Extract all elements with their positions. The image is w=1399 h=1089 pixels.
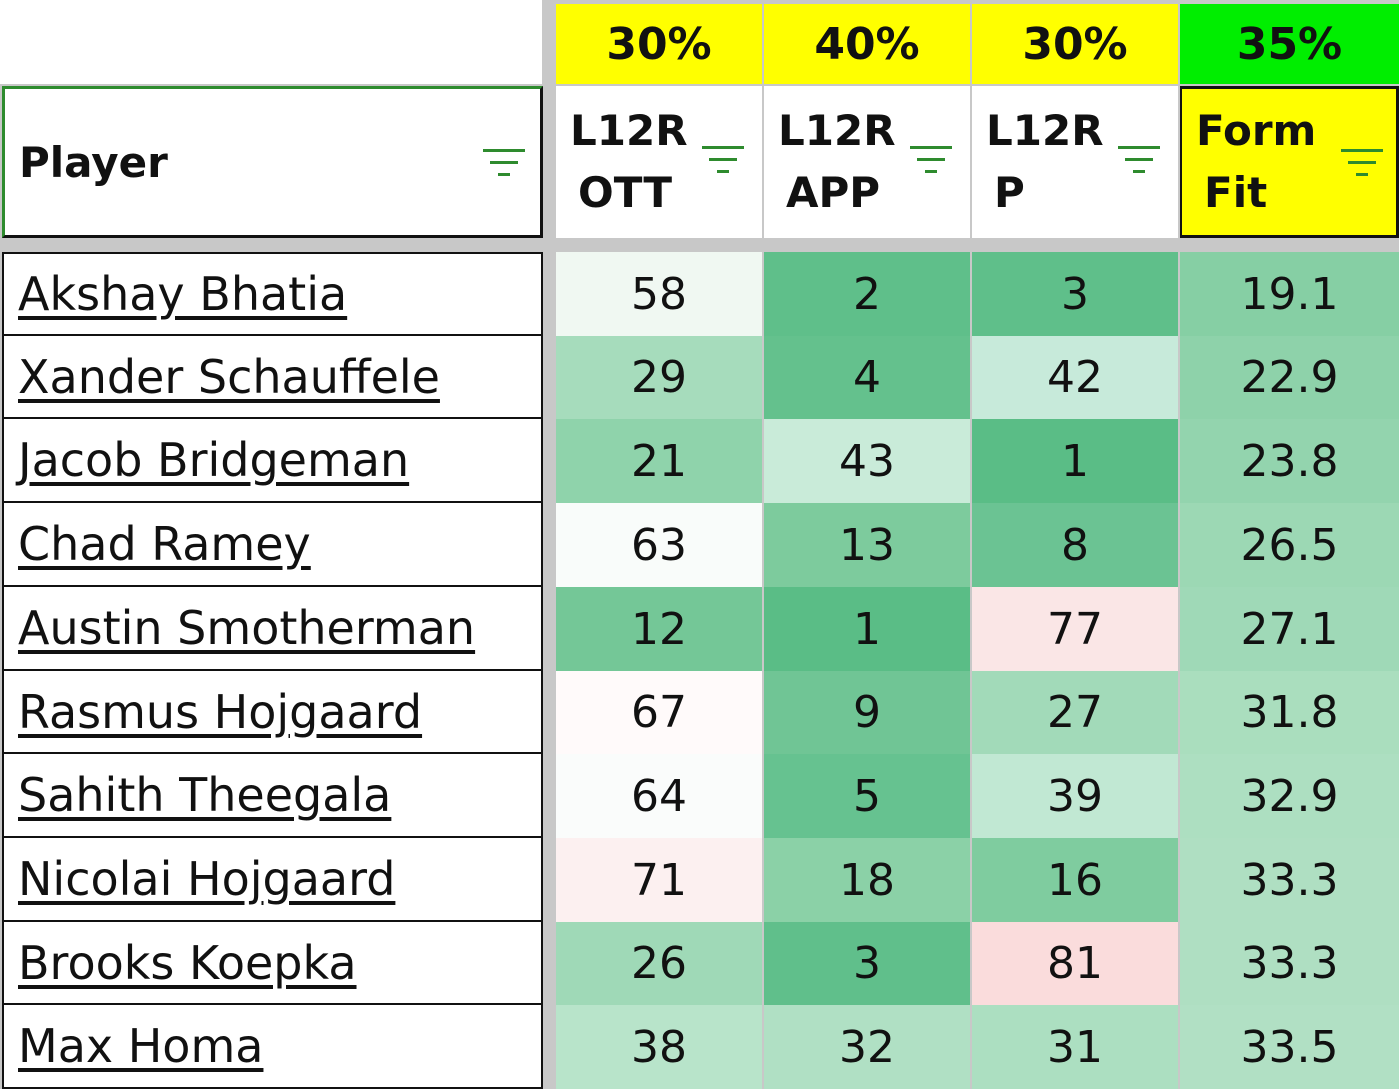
stat-cell-ott[interactable]: 63 [556,503,762,587]
stat-cell-app[interactable]: 2 [764,252,970,336]
column-header-label: L12R OTT [570,100,688,224]
stat-cell-form-fit[interactable]: 22.9 [1180,336,1399,419]
stat-cell-ott[interactable]: 38 [556,1005,762,1089]
stat-cell-p[interactable]: 3 [972,252,1178,336]
weight-cell-2[interactable]: 40% [764,4,970,84]
column-header-label: Form Fit [1196,100,1316,224]
stat-cell-ott[interactable]: 21 [556,419,762,503]
stat-cell-p[interactable]: 31 [972,1005,1178,1089]
stat-cell-form-fit[interactable]: 27.1 [1180,587,1399,671]
weight-cell-1[interactable]: 30% [556,4,762,84]
stat-cell-form-fit[interactable]: 23.8 [1180,419,1399,503]
column-header-1[interactable]: L12R OTT [556,86,762,238]
player-name-link[interactable]: Sahith Theegala [2,754,543,838]
stat-cell-p[interactable]: 77 [972,587,1178,671]
column-header-label: L12R APP [778,100,896,224]
header-line-2: P [994,168,1025,217]
stat-cell-ott[interactable]: 12 [556,587,762,671]
stat-cell-form-fit[interactable]: 26.5 [1180,503,1399,587]
stat-cell-p[interactable]: 42 [972,336,1178,419]
player-name-link[interactable]: Brooks Koepka [2,922,543,1005]
player-header[interactable]: Player [2,86,543,238]
header-line-1: L12R [570,106,688,155]
stat-cell-ott[interactable]: 64 [556,754,762,838]
stat-cell-form-fit[interactable]: 19.1 [1180,252,1399,336]
stat-cell-form-fit[interactable]: 31.8 [1180,671,1399,754]
player-name-link[interactable]: Rasmus Hojgaard [2,671,543,754]
stat-cell-form-fit[interactable]: 32.9 [1180,754,1399,838]
stat-cell-app[interactable]: 13 [764,503,970,587]
player-name-link[interactable]: Xander Schauffele [2,336,543,419]
header-line-2: APP [786,168,881,217]
stat-cell-ott[interactable]: 71 [556,838,762,922]
header-line-1: Form [1196,106,1317,155]
stat-cell-app[interactable]: 32 [764,1005,970,1089]
stat-cell-app[interactable]: 9 [764,671,970,754]
player-name-link[interactable]: Austin Smotherman [2,587,543,671]
stat-cell-p[interactable]: 27 [972,671,1178,754]
player-name-link[interactable]: Akshay Bhatia [2,252,543,336]
filter-icon[interactable] [910,146,952,176]
player-name-link[interactable]: Nicolai Hojgaard [2,838,543,922]
weight-cell-3[interactable]: 30% [972,4,1178,84]
filter-icon[interactable] [702,146,744,176]
stat-cell-p[interactable]: 1 [972,419,1178,503]
corner-cell [0,0,542,84]
stat-cell-form-fit[interactable]: 33.3 [1180,838,1399,922]
column-header-2[interactable]: L12R APP [764,86,970,238]
stat-cell-app[interactable]: 18 [764,838,970,922]
header-line-2: Fit [1204,168,1268,217]
stat-cell-app[interactable]: 43 [764,419,970,503]
filter-icon[interactable] [483,149,525,179]
player-header-label: Player [19,137,168,187]
stat-cell-p[interactable]: 81 [972,922,1178,1005]
stat-cell-ott[interactable]: 58 [556,252,762,336]
weight-cell-4[interactable]: 35% [1180,4,1399,84]
stat-cell-form-fit[interactable]: 33.3 [1180,922,1399,1005]
column-header-4[interactable]: Form Fit [1180,86,1399,238]
player-name-link[interactable]: Jacob Bridgeman [2,419,543,503]
stat-cell-app[interactable]: 3 [764,922,970,1005]
stat-cell-ott[interactable]: 26 [556,922,762,1005]
column-header-3[interactable]: L12R P [972,86,1178,238]
stat-cell-ott[interactable]: 67 [556,671,762,754]
filter-icon[interactable] [1118,146,1160,176]
player-name-link[interactable]: Chad Ramey [2,503,543,587]
stat-cell-app[interactable]: 1 [764,587,970,671]
stat-cell-app[interactable]: 4 [764,336,970,419]
header-line-1: L12R [778,106,896,155]
stat-cell-p[interactable]: 16 [972,838,1178,922]
stat-cell-ott[interactable]: 29 [556,336,762,419]
player-name-link[interactable]: Max Homa [2,1005,543,1089]
stat-cell-app[interactable]: 5 [764,754,970,838]
filter-icon[interactable] [1341,149,1383,179]
header-line-2: OTT [578,168,672,217]
stat-cell-p[interactable]: 8 [972,503,1178,587]
header-line-1: L12R [986,106,1104,155]
stat-cell-form-fit[interactable]: 33.5 [1180,1005,1399,1089]
stat-cell-p[interactable]: 39 [972,754,1178,838]
column-header-label: L12R P [986,100,1104,224]
